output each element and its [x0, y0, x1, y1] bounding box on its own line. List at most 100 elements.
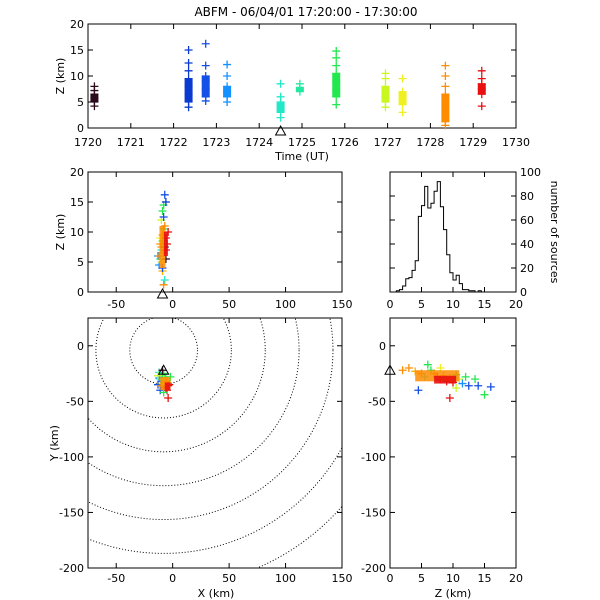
- x-z-core: [159, 226, 166, 268]
- z-y-ytick-label: -100: [361, 451, 386, 464]
- time-height-source: [276, 92, 285, 101]
- time-height-ytick-label: 5: [77, 96, 84, 109]
- time-height-source: [201, 96, 210, 105]
- time-height-source: [398, 87, 407, 96]
- histogram-ytick-label: 20: [520, 262, 534, 275]
- histogram-xtick-label: 5: [418, 298, 425, 311]
- panel-x-y-plan: -50 0 50 100 150 -200 -150 -100 -50 0 X (km) Y (k…: [48, 317, 353, 600]
- time-height-source: [441, 98, 450, 106]
- time-height-frame: [87, 23, 517, 129]
- z-y-frame: [389, 317, 517, 569]
- time-height-source: [441, 117, 450, 126]
- time-height-source: [332, 100, 341, 109]
- time-height-source: [398, 74, 407, 83]
- plan-ylabel: Y (km): [48, 425, 61, 462]
- x-z-xtick-label: 0: [169, 298, 176, 311]
- z-y-source: [398, 366, 407, 375]
- plan-xtick-label: 50: [222, 572, 236, 585]
- x-z-source: [158, 207, 167, 215]
- z-y-source: [445, 394, 454, 402]
- time-height-xtick-label: 1727: [374, 136, 402, 149]
- time-height-source: [295, 79, 304, 88]
- z-y-ytick-label: -50: [368, 395, 386, 408]
- z-y-source: [452, 384, 461, 392]
- time-height-source: [441, 82, 450, 91]
- x-z-xtick-label: 150: [332, 298, 353, 311]
- time-height-xtick-label: 1725: [288, 136, 316, 149]
- time-height-xlabel: Time (UT): [274, 150, 329, 163]
- time-height-source: [477, 74, 486, 83]
- plan-xtick-label: -50: [107, 572, 125, 585]
- z-y-source: [423, 360, 432, 369]
- x-z-frame: [87, 171, 343, 293]
- z-y-xtick-label: 10: [446, 572, 460, 585]
- time-height-source: [477, 66, 486, 75]
- z-y-ytick-label: -200: [361, 562, 386, 575]
- time-height-source: [223, 82, 232, 91]
- x-z-marks: [153, 190, 173, 299]
- time-height-source: [276, 79, 285, 88]
- plan-xtick-label: 100: [275, 572, 296, 585]
- time-height-source: [332, 61, 341, 70]
- z-y-source: [471, 375, 480, 384]
- x-z-xtick-label: 50: [222, 298, 236, 311]
- plan-marks: [153, 364, 175, 402]
- plan-range-ring: [129, 318, 198, 385]
- x-z-xtick-label: 100: [275, 298, 296, 311]
- plan-xtick-label: 150: [332, 572, 353, 585]
- time-height-source: [223, 60, 232, 69]
- time-height-source: [201, 61, 210, 70]
- time-height-source: [184, 46, 193, 54]
- plan-rings: [88, 318, 342, 568]
- plan-ytick-label: -100: [59, 451, 84, 464]
- time-height-xtick-label: 1730: [502, 136, 530, 149]
- histogram-ylabel: number of sources: [548, 181, 561, 284]
- x-z-ticks: -50 0 50 100 150 0 5 10 15 20: [70, 166, 353, 311]
- x-z-source: [159, 280, 168, 289]
- time-height-source: [332, 92, 341, 101]
- z-y-xlabel: Z (km): [435, 587, 472, 600]
- station-marker-xz: [156, 287, 169, 299]
- panel-time-height: 1720 1721 1722 1723 1724 1725 1726 1727 1728 1729…: [54, 18, 530, 163]
- time-height-source: [477, 102, 486, 111]
- histogram-ytick-label: 80: [520, 190, 534, 203]
- time-height-source: [381, 90, 390, 99]
- time-height-source: [332, 53, 341, 62]
- plan-range-ring: [88, 318, 266, 453]
- time-height-source: [184, 74, 193, 83]
- plan-range-ring: [95, 318, 232, 419]
- time-height-source: [441, 61, 450, 70]
- plan-range-ring: [88, 318, 334, 521]
- histogram-ytick-label: 0: [520, 286, 527, 299]
- z-y-source: [414, 386, 423, 395]
- plan-xtick-label: 0: [169, 572, 176, 585]
- z-y-xtick-label: 5: [418, 572, 425, 585]
- time-height-source: [332, 85, 341, 93]
- plan-range-ring: [88, 446, 342, 554]
- histogram-xtick-label: 20: [509, 298, 523, 311]
- time-height-source: [184, 103, 193, 112]
- time-height-source: [184, 82, 193, 91]
- time-height-xtick-label: 1729: [459, 136, 487, 149]
- x-z-source: [160, 276, 169, 284]
- time-height-source: [441, 72, 450, 80]
- histogram-line: [390, 181, 516, 293]
- time-height-source: [441, 90, 450, 99]
- time-height-source: [381, 82, 390, 91]
- time-height-ytick-label: 10: [70, 70, 84, 83]
- plan-ticks: -50 0 50 100 150 -200 -150 -100 -50 0: [59, 318, 353, 585]
- time-height-source: [332, 69, 341, 78]
- x-z-xtick-label: -50: [107, 298, 125, 311]
- z-y-source: [480, 390, 489, 399]
- x-z-source: [160, 190, 169, 199]
- time-height-source: [398, 95, 407, 104]
- time-height-ytick-label: 0: [77, 122, 84, 135]
- plan-ytick-label: -50: [66, 395, 84, 408]
- z-y-xtick-label: 20: [509, 572, 523, 585]
- z-y-ytick-label: 0: [379, 340, 386, 353]
- time-height-source: [223, 72, 232, 80]
- z-y-ticks: 0 5 10 15 20 -200 -150 -100 -50 0: [361, 318, 523, 585]
- histogram-xtick-label: 0: [387, 298, 394, 311]
- time-height-xtick-label: 1728: [416, 136, 444, 149]
